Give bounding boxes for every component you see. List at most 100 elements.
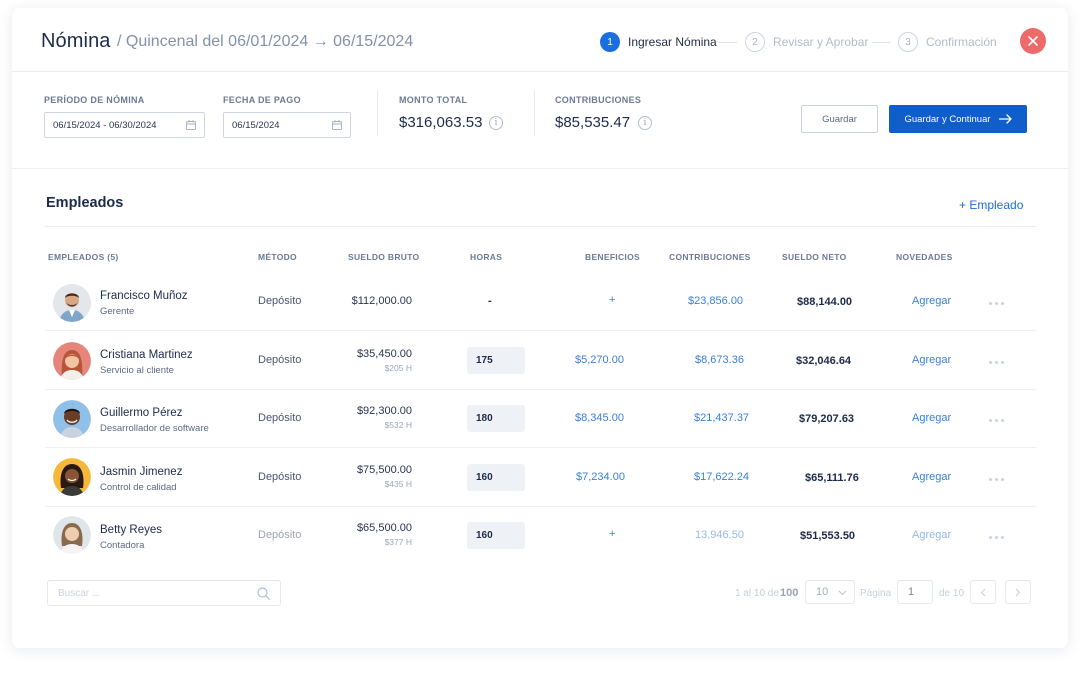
gross-hourly: $205 H — [384, 363, 412, 373]
news-add-link[interactable]: Agregar — [912, 412, 952, 424]
contributions-value[interactable]: $17,622.24 — [694, 471, 750, 483]
close-button[interactable] — [1020, 28, 1046, 54]
total-amount: $316,063.53 — [399, 114, 483, 131]
step-confirmation[interactable]: 3 Confirmación — [898, 32, 997, 52]
net-salary: $32,046.64 — [796, 355, 852, 367]
page-subtitle: / Quincenal del 06/01/2024 → 06/15/2024 — [117, 33, 414, 50]
step-number: 3 — [898, 32, 918, 52]
chevron-right-icon — [1015, 588, 1021, 596]
period-label: PERÍODO DE NÓMINA — [44, 95, 145, 105]
period-field[interactable]: 06/15/2024 - 06/30/2024 — [44, 112, 205, 138]
add-employee-link[interactable]: + Empleado — [959, 198, 1024, 212]
chevron-left-icon — [980, 588, 986, 596]
avatar — [53, 284, 91, 322]
contributions-value[interactable]: $23,856.00 — [688, 295, 744, 307]
avatar — [53, 516, 91, 554]
save-button[interactable]: Guardar — [801, 105, 878, 133]
employee-role: Desarrollador de software — [100, 423, 209, 434]
close-icon — [1028, 36, 1038, 46]
divider — [377, 90, 378, 136]
news-add-link[interactable]: Agregar — [912, 471, 952, 483]
benefits-value[interactable]: $5,270.00 — [575, 354, 624, 366]
payroll-panel: Nómina / Quincenal del 06/01/2024 → 06/1… — [12, 8, 1068, 648]
period-value: 06/15/2024 - 06/30/2024 — [53, 119, 157, 131]
col-benefits: BENEFICIOS — [585, 252, 640, 262]
avatar — [53, 400, 91, 438]
info-icon[interactable]: i — [489, 116, 503, 130]
header-bar: Nómina / Quincenal del 06/01/2024 → 06/1… — [12, 8, 1068, 72]
save-continue-button[interactable]: Guardar y Continuar — [889, 105, 1027, 133]
save-continue-label: Guardar y Continuar — [904, 113, 991, 125]
employee-name: Francisco Muñoz — [100, 290, 188, 302]
info-icon[interactable]: i — [638, 116, 652, 130]
step-enter-payroll[interactable]: 1 Ingresar Nómina — [600, 32, 717, 52]
step-label: Revisar y Aprobar — [773, 35, 869, 49]
news-add-link[interactable]: Agregar — [912, 295, 952, 307]
step-review-approve[interactable]: 2 Revisar y Aprobar — [745, 32, 868, 52]
employee-role: Servicio al cliente — [100, 365, 174, 376]
hours-input[interactable]: 175 — [467, 347, 525, 374]
table-row[interactable]: Guillermo Pérez Desarrollador de softwar… — [45, 390, 1036, 448]
page-size-value: 10 — [816, 586, 829, 598]
contributions-value[interactable]: $21,437.37 — [694, 412, 750, 424]
payment-method: Depósito — [258, 471, 302, 483]
step-label: Confirmación — [926, 35, 997, 49]
col-net: SUELDO NETO — [782, 252, 847, 262]
contributions-label: CONTRIBUCIONES — [555, 95, 642, 105]
more-options-icon[interactable] — [989, 536, 1004, 539]
employee-name: Guillermo Pérez — [100, 407, 183, 419]
benefits-add[interactable]: + — [609, 294, 616, 306]
gross-salary: $65,500.00 — [356, 522, 412, 534]
payment-method: Depósito — [258, 529, 302, 541]
table-row[interactable]: Jasmin Jimenez Control de calidad Depósi… — [45, 449, 1036, 507]
col-contributions: CONTRIBUCIONES — [669, 252, 751, 262]
hours-input[interactable]: 160 — [467, 522, 525, 549]
pagination-total: 100 — [780, 587, 799, 599]
net-salary: $51,553.50 — [800, 530, 856, 542]
col-employees: EMPLEADOS (5) — [48, 252, 119, 262]
hours-value: - — [488, 295, 492, 307]
gross-salary: $92,300.00 — [356, 405, 412, 417]
step-number: 2 — [745, 32, 765, 52]
search-icon — [257, 587, 270, 600]
next-page-button[interactable] — [1005, 580, 1031, 604]
hours-input[interactable]: 180 — [467, 405, 525, 432]
net-salary: $88,144.00 — [797, 296, 853, 308]
avatar — [53, 458, 91, 496]
search-input[interactable]: Buscar ... — [47, 580, 281, 606]
employee-name: Jasmin Jimenez — [100, 466, 183, 478]
more-options-icon[interactable] — [989, 302, 1004, 305]
more-options-icon[interactable] — [989, 419, 1004, 422]
page-number-input[interactable]: 1 — [897, 580, 933, 604]
table-row[interactable]: Francisco Muñoz Gerente Depósito $112,00… — [45, 273, 1036, 331]
gross-hourly: $377 H — [384, 537, 412, 547]
employee-name: Cristiana Martinez — [100, 349, 193, 361]
more-options-icon[interactable] — [989, 478, 1004, 481]
payment-method: Depósito — [258, 295, 302, 307]
payment-method: Depósito — [258, 354, 302, 366]
employee-name: Betty Reyes — [100, 524, 162, 536]
col-hours: HORAS — [470, 252, 503, 262]
benefits-value[interactable]: $8,345.00 — [575, 412, 624, 424]
employee-role: Contadora — [100, 540, 145, 551]
table-top-rule — [45, 226, 1036, 227]
payment-method: Depósito — [258, 412, 302, 424]
employee-role: Gerente — [100, 306, 135, 317]
table-row[interactable]: Cristiana Martinez Servicio al cliente D… — [45, 332, 1036, 390]
page-size-select[interactable]: 10 — [805, 580, 855, 604]
contributions-value[interactable]: $8,673.36 — [695, 354, 744, 366]
step-connector — [872, 42, 890, 43]
contributions-value[interactable]: 13,946.50 — [695, 529, 744, 541]
calendar-icon — [186, 120, 196, 130]
paydate-field[interactable]: 06/15/2024 — [223, 112, 351, 138]
gross-hourly: $532 H — [384, 420, 412, 430]
benefits-add[interactable]: + — [609, 528, 616, 540]
more-options-icon[interactable] — [989, 361, 1004, 364]
prev-page-button[interactable] — [970, 580, 996, 604]
hours-input[interactable]: 160 — [467, 464, 525, 491]
calendar-icon — [332, 120, 342, 130]
news-add-link[interactable]: Agregar — [912, 354, 952, 366]
benefits-value[interactable]: $7,234.00 — [576, 471, 625, 483]
table-row[interactable]: Betty Reyes Contadora Depósito $65,500.0… — [45, 507, 1036, 565]
news-add-link[interactable]: Agregar — [912, 529, 952, 541]
